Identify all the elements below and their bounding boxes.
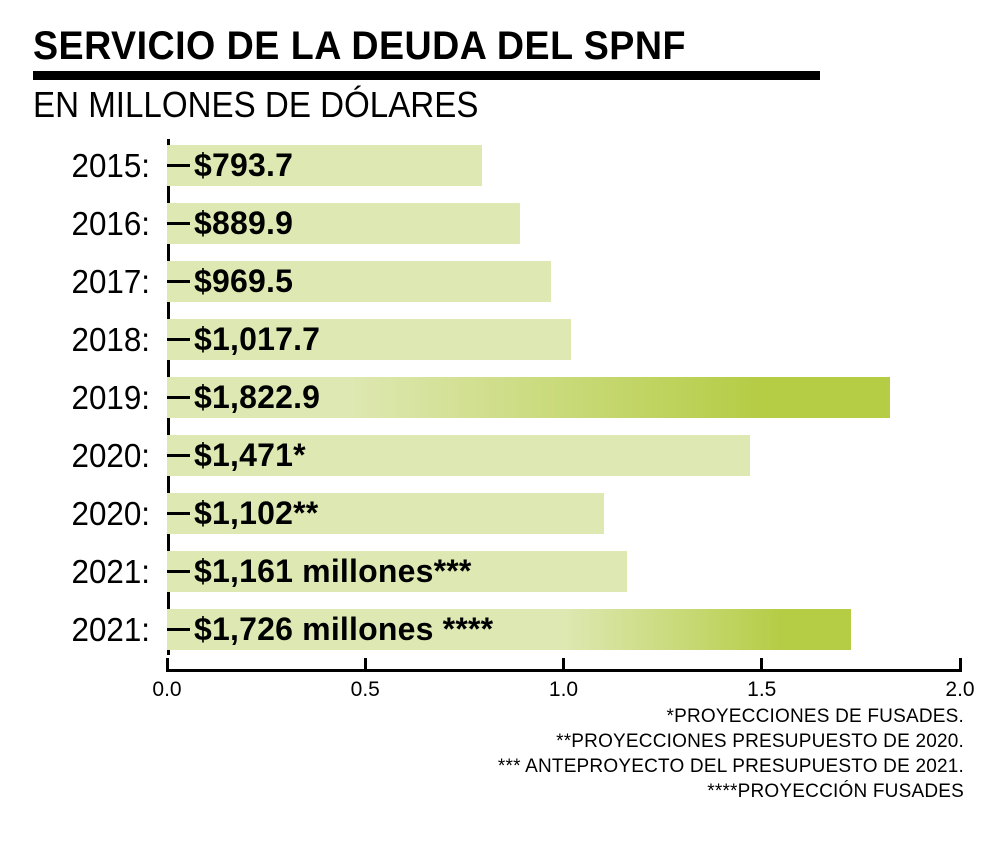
bar-tick-mark	[167, 454, 190, 457]
bar: $1,102**	[167, 493, 604, 534]
bar-year-label: 2016:	[71, 205, 150, 242]
bar-row: 2021: $1,726 millones ****	[33, 609, 960, 650]
bar-value-label: $793.7	[194, 147, 294, 183]
bar-year-label: 2020:	[71, 437, 150, 474]
bar-year-label: 2021:	[71, 611, 150, 648]
bar-value-label: $1,822.9	[194, 379, 321, 415]
chart-title: SERVICIO DE LA DEUDA DEL SPNF	[33, 24, 686, 68]
x-axis-tick-label: 1.5	[747, 678, 777, 701]
bar-year-label: 2019:	[71, 379, 150, 416]
x-axis-tick-label: 1.0	[548, 678, 579, 701]
bar-value-label: $1,471*	[194, 437, 306, 473]
bar-value-label: $1,161 millones***	[194, 553, 472, 589]
x-axis-tick	[165, 658, 169, 672]
bar: $1,161 millones***	[167, 551, 628, 592]
bar-year-label: 2021:	[71, 553, 150, 590]
x-axis-tick-label: 0.0	[152, 678, 182, 701]
bar-row: 2021: $1,161 millones***	[33, 551, 960, 592]
bar: $1,726 millones ****	[167, 609, 852, 650]
bar-value-label: $969.5	[194, 263, 294, 299]
x-axis-tick	[760, 658, 764, 672]
bar-track: $1,017.7	[167, 319, 960, 360]
bar-year-label: 2018:	[71, 321, 150, 358]
bar-row: 2020: $1,102**	[33, 493, 960, 534]
x-axis-labels: 0.0 0.5 1.0 1.5 2.0	[152, 678, 974, 706]
x-axis-tick	[363, 658, 367, 672]
x-axis-tick	[562, 658, 565, 672]
bar-row: 2018: $1,017.7	[33, 319, 960, 360]
bar: $1,471*	[167, 435, 751, 476]
bar-year-label: 2015:	[71, 147, 150, 184]
bar-value-label: $1,726 millones ****	[194, 611, 494, 647]
footnotes: *PROYECCIONES DE FUSADES. **PROYECCIONES …	[498, 704, 964, 804]
footnote-line: *** ANTEPROYECTO DEL PRESUPUESTO DE 2021…	[497, 756, 964, 777]
bar-tick-mark	[167, 222, 190, 225]
x-axis-tick-label: 0.5	[350, 678, 380, 701]
bar-row: 2016: $889.9	[33, 203, 960, 244]
footnote-line: *PROYECCIONES DE FUSADES.	[666, 706, 964, 727]
bar-tick-mark	[167, 512, 190, 515]
footnote-line: ****PROYECCIÓN FUSADES	[707, 781, 964, 802]
bar: $889.9	[167, 203, 520, 244]
bar-rows: 2015: $793.7 2016: $889.9 2017: $969.5 2018: $1…	[33, 139, 960, 650]
bar-tick-mark	[167, 570, 190, 573]
bar-track: $1,822.9	[167, 377, 960, 418]
bar-row: 2017: $969.5	[33, 261, 960, 302]
bar: $969.5	[167, 261, 552, 302]
bar-track: $969.5	[167, 261, 960, 302]
bar: $1,822.9	[167, 377, 890, 418]
bar-row: 2019: $1,822.9	[33, 377, 960, 418]
bar-track: $1,102**	[167, 493, 960, 534]
x-axis-tick-label: 2.0	[945, 678, 975, 701]
bar-tick-mark	[167, 280, 190, 283]
chart-subtitle: EN MILLONES DE DÓLARES	[33, 84, 479, 125]
bar-year-label: 2017:	[71, 263, 150, 300]
title-underline	[33, 71, 820, 80]
bar-value-label: $1,017.7	[194, 321, 321, 357]
bar-value-label: $889.9	[194, 205, 294, 241]
bar: $793.7	[167, 145, 482, 186]
bar-track: $793.7	[167, 145, 960, 186]
x-axis-tick	[958, 658, 962, 672]
bar-row: 2020: $1,471*	[33, 435, 960, 476]
bar-row: 2015: $793.7	[33, 145, 960, 186]
bar-chart: 2015: $793.7 2016: $889.9 2017: $969.5 2018: $1…	[33, 139, 975, 706]
bar-tick-mark	[167, 164, 190, 167]
x-axis	[165, 658, 962, 672]
bar-track: $1,726 millones ****	[167, 609, 960, 650]
bar-tick-mark	[167, 628, 190, 631]
footnote-line: **PROYECCIONES PRESUPUESTO DE 2020.	[556, 731, 964, 752]
bar-tick-mark	[167, 338, 190, 341]
bar: $1,017.7	[167, 319, 571, 360]
bar-tick-mark	[167, 396, 190, 399]
bar-track: $889.9	[167, 203, 960, 244]
bar-track: $1,161 millones***	[167, 551, 960, 592]
bar-value-label: $1,102**	[194, 495, 319, 531]
bar-track: $1,471*	[167, 435, 960, 476]
bar-year-label: 2020:	[71, 495, 150, 532]
